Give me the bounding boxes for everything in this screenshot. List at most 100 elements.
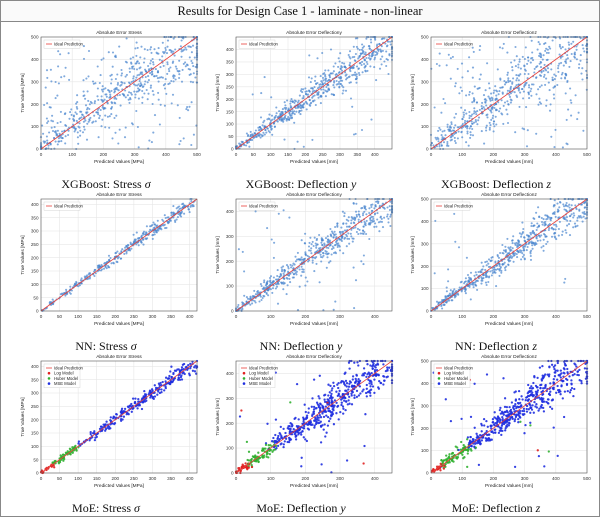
- data-point: [564, 76, 566, 78]
- data-point: [475, 113, 477, 115]
- x-tick-label: 0: [235, 476, 238, 481]
- data-point: [533, 218, 535, 220]
- data-point: [495, 123, 497, 125]
- data-point: [342, 90, 344, 92]
- data-point: [189, 367, 191, 369]
- data-point: [79, 130, 81, 132]
- data-point: [353, 307, 355, 309]
- data-point: [64, 142, 66, 144]
- data-point: [451, 293, 453, 295]
- data-point: [348, 216, 350, 218]
- data-point: [65, 67, 67, 69]
- data-point: [129, 71, 131, 73]
- data-point: [147, 65, 149, 67]
- data-point: [463, 114, 465, 116]
- data-point: [46, 140, 48, 142]
- data-point: [305, 102, 307, 104]
- data-point: [386, 366, 388, 368]
- data-point: [276, 286, 278, 288]
- data-point: [460, 86, 462, 88]
- data-point: [373, 378, 375, 380]
- data-point: [489, 129, 491, 131]
- data-point: [369, 385, 371, 387]
- data-point: [348, 386, 350, 388]
- data-point: [387, 375, 389, 377]
- data-point: [79, 135, 81, 137]
- data-point: [58, 82, 60, 84]
- data-point: [333, 423, 335, 425]
- data-point: [327, 424, 329, 426]
- data-point: [190, 144, 192, 146]
- data-point: [308, 54, 310, 56]
- data-point: [320, 89, 322, 91]
- data-point: [288, 278, 290, 280]
- data-point: [517, 64, 519, 66]
- data-point: [110, 108, 112, 110]
- data-point: [157, 53, 159, 55]
- data-point: [168, 70, 170, 72]
- data-point: [464, 290, 466, 292]
- data-point: [303, 103, 305, 105]
- data-point: [362, 71, 364, 73]
- y-tick-label: 150: [226, 109, 234, 114]
- data-point: [365, 38, 367, 40]
- y-tick-label: 0: [426, 471, 429, 476]
- data-point: [282, 121, 284, 123]
- data-point: [561, 234, 563, 236]
- data-point: [154, 114, 156, 116]
- data-point: [543, 76, 545, 78]
- data-point: [344, 409, 346, 411]
- data-point: [313, 378, 315, 380]
- data-point: [458, 131, 460, 133]
- data-point: [302, 88, 304, 90]
- data-point: [311, 139, 313, 141]
- data-point: [372, 218, 374, 220]
- data-point: [90, 101, 92, 103]
- data-point: [571, 204, 573, 206]
- data-point: [549, 110, 551, 112]
- data-point: [76, 94, 78, 96]
- data-point: [486, 260, 488, 262]
- data-point: [476, 289, 478, 291]
- data-point: [522, 228, 524, 230]
- data-point: [504, 269, 506, 271]
- data-point: [380, 382, 382, 384]
- x-axis-label: Predicted Values [MPa]: [94, 321, 144, 327]
- data-point: [275, 278, 277, 280]
- data-point: [551, 236, 553, 238]
- data-point: [458, 92, 460, 94]
- data-point: [476, 110, 478, 112]
- data-point: [312, 262, 314, 264]
- data-point: [123, 410, 125, 412]
- data-point: [178, 70, 180, 72]
- data-point: [318, 247, 320, 249]
- data-point: [356, 46, 358, 48]
- data-point: [565, 232, 567, 234]
- data-point: [135, 239, 137, 241]
- x-tick-label: 250: [130, 476, 138, 481]
- data-point: [314, 418, 316, 420]
- data-point: [442, 130, 444, 132]
- y-axis-label: True Values [MPa]: [20, 397, 26, 436]
- data-point: [248, 459, 250, 461]
- data-point: [150, 46, 152, 48]
- data-point: [541, 84, 543, 86]
- data-point: [315, 242, 317, 244]
- data-point: [341, 240, 343, 242]
- data-point: [124, 82, 126, 84]
- data-point: [515, 79, 517, 81]
- data-point: [325, 432, 327, 434]
- data-point: [101, 99, 103, 101]
- data-point: [362, 212, 364, 214]
- data-point: [73, 115, 75, 117]
- data-point: [183, 49, 185, 51]
- data-point: [168, 375, 170, 377]
- data-point: [572, 226, 574, 228]
- y-tick-label: 200: [31, 255, 39, 260]
- data-point: [473, 286, 475, 288]
- data-point: [193, 72, 195, 74]
- data-point: [519, 244, 521, 246]
- data-point: [157, 390, 159, 392]
- data-point: [159, 384, 161, 386]
